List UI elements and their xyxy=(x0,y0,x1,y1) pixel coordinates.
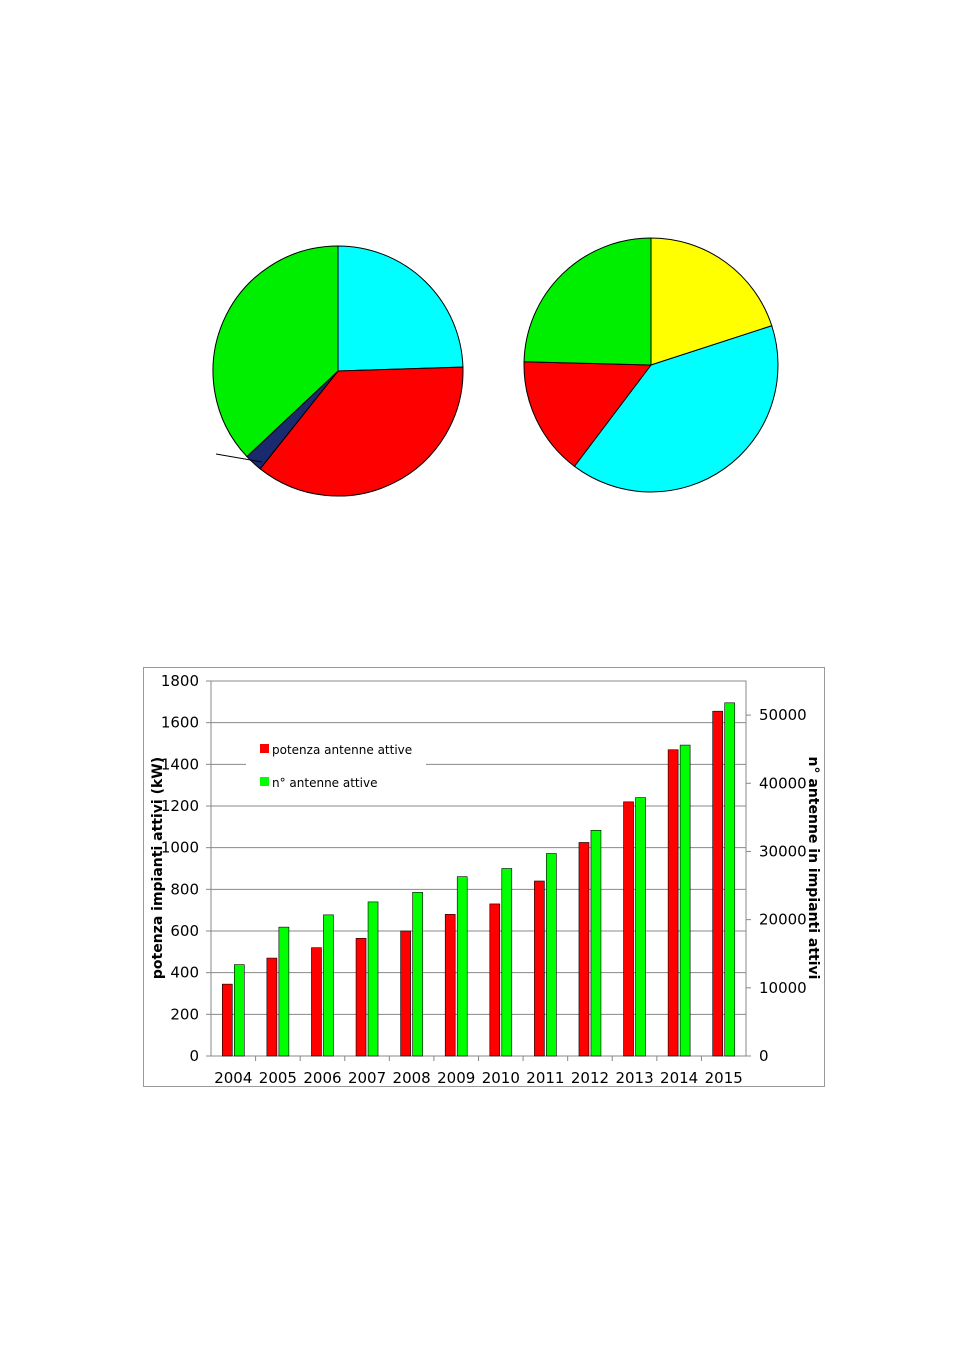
left-tick-label: 200 xyxy=(170,1005,199,1023)
left-tick-label: 1400 xyxy=(161,755,199,773)
bar-chart: 0 200 400 600 800 1000 1200 1400 1600 1800 0 10000… xyxy=(143,667,825,1087)
x-tick-label: 2010 xyxy=(482,1069,520,1087)
bar-potenza-2006 xyxy=(311,947,322,1057)
pie-2-slice-3 xyxy=(523,361,652,468)
x-tick-label: 2013 xyxy=(615,1069,653,1087)
bar-antenne-2010 xyxy=(501,868,513,1057)
left-tick-label: 600 xyxy=(170,922,199,940)
right-tick-label: 40000 xyxy=(759,774,807,792)
legend-label-antenne: n° antenne attive xyxy=(272,776,377,790)
pie-chart-1 xyxy=(212,245,464,497)
right-axis-ticks: 0 10000 20000 30000 40000 50000 xyxy=(746,706,807,1065)
left-tick-label: 800 xyxy=(170,880,199,898)
legend: potenza antenne attive n° antenne attive xyxy=(246,737,426,797)
bar-potenza-2010 xyxy=(489,903,501,1057)
left-axis-ticks: 0 200 400 600 800 1000 1200 1400 1600 1800 xyxy=(161,672,211,1065)
x-tick-label: 2009 xyxy=(437,1069,475,1087)
bar-antenne-2005 xyxy=(278,926,290,1057)
right-tick-label: 20000 xyxy=(759,911,807,929)
x-tick-label: 2005 xyxy=(259,1069,297,1087)
bar-potenza-2009 xyxy=(444,914,456,1057)
bar-antenne-2004 xyxy=(233,964,245,1057)
pie-1-leader-line xyxy=(215,453,263,463)
series-antenne-bars xyxy=(233,702,736,1057)
pie-chart-2 xyxy=(523,237,779,493)
pie-1-slice-1 xyxy=(337,245,464,372)
bar-antenne-2007 xyxy=(367,901,379,1057)
left-tick-label: 1200 xyxy=(161,797,199,815)
pie-2-slice-1 xyxy=(650,237,773,366)
left-tick-label: 400 xyxy=(170,964,199,982)
series-potenza-bars xyxy=(221,710,724,1057)
left-axis-title: potenza impianti attivi (kW) xyxy=(150,757,166,979)
bar-potenza-2004 xyxy=(221,983,233,1057)
x-tick-label: 2015 xyxy=(705,1069,743,1087)
left-tick-label: 1600 xyxy=(161,714,199,732)
bar-potenza-2013 xyxy=(623,801,634,1057)
bar-potenza-2012 xyxy=(578,842,590,1057)
bar-potenza-2007 xyxy=(355,937,367,1057)
bar-potenza-2008 xyxy=(400,930,411,1057)
legend-swatch-antenne xyxy=(260,777,269,786)
right-tick-label: 0 xyxy=(759,1047,769,1065)
legend-label-potenza: potenza antenne attive xyxy=(272,743,412,757)
bar-potenza-2011 xyxy=(534,880,545,1057)
bar-antenne-2009 xyxy=(456,876,468,1057)
left-tick-label: 0 xyxy=(189,1047,199,1065)
x-tick-label: 2014 xyxy=(660,1069,698,1087)
bar-antenne-2014 xyxy=(679,744,691,1057)
pie-2-slice-2 xyxy=(573,325,779,493)
bar-antenne-2008 xyxy=(412,892,423,1057)
bar-antenne-2006 xyxy=(323,914,334,1057)
bar-potenza-2014 xyxy=(667,749,679,1057)
x-axis-ticks: 2004 2005 2006 2007 2008 2009 2010 2011 2012 2013… xyxy=(214,1056,743,1087)
pie-1-slice-4 xyxy=(212,245,339,458)
legend-box xyxy=(246,737,426,797)
x-tick-label: 2008 xyxy=(393,1069,431,1087)
bar-antenne-2015 xyxy=(724,702,736,1057)
bar-potenza-2015 xyxy=(712,710,724,1057)
left-tick-label: 1000 xyxy=(161,839,199,857)
left-tick-label: 1800 xyxy=(161,672,199,690)
bar-antenne-2012 xyxy=(590,830,602,1057)
bar-antenne-2013 xyxy=(635,797,646,1057)
pie-2-slice-4 xyxy=(523,237,652,366)
bar-potenza-2005 xyxy=(266,957,278,1057)
legend-swatch-potenza xyxy=(260,744,269,753)
right-tick-label: 50000 xyxy=(759,706,807,724)
x-tick-label: 2006 xyxy=(303,1069,341,1087)
pie-1-slice-2 xyxy=(259,366,464,497)
x-tick-label: 2007 xyxy=(348,1069,386,1087)
right-tick-label: 30000 xyxy=(759,842,807,860)
right-tick-label: 10000 xyxy=(759,979,807,997)
x-tick-label: 2011 xyxy=(526,1069,564,1087)
right-axis-title: n° antenne in impianti attivi xyxy=(805,757,821,980)
x-tick-label: 2004 xyxy=(214,1069,252,1087)
x-tick-label: 2012 xyxy=(571,1069,609,1087)
bar-antenne-2011 xyxy=(546,853,557,1057)
